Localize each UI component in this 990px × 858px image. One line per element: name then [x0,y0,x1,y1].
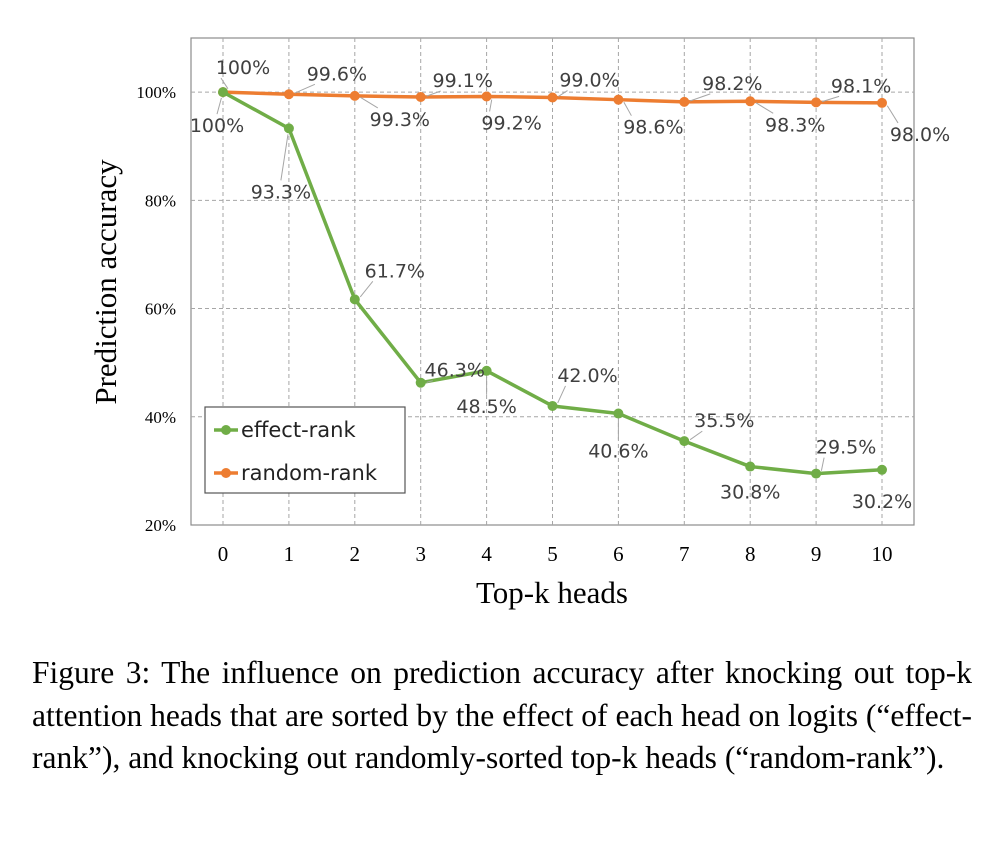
y-tick-label: 20% [145,516,176,535]
data-label-random-rank: 98.3% [765,114,825,136]
leader-line [220,77,229,89]
series-layer [218,87,887,479]
data-label-effect-rank: 61.7% [365,260,425,282]
data-label-random-rank: 98.0% [890,124,950,146]
data-label-effect-rank: 48.5% [456,396,516,418]
data-label-effect-rank: 100% [190,115,244,137]
y-tick-label: 60% [145,300,176,319]
point-random-rank [811,97,822,108]
point-random-rank [877,97,887,108]
leader-line [689,430,703,441]
leader-line [557,385,566,404]
data-label-effect-rank: 40.6% [588,441,648,463]
leader-line [755,102,774,114]
leader-line [426,90,441,97]
leader-line [690,93,711,102]
leader-line [820,457,825,471]
point-random-rank [481,91,492,102]
leader-line [623,101,632,116]
point-random-rank [745,96,756,107]
leader-line [360,97,379,109]
legend-label-effect-rank: effect-rank [241,418,356,442]
x-tick-label: 2 [350,542,361,566]
data-label-random-rank: 99.1% [433,70,493,92]
point-effect-rank [811,468,822,479]
data-label-random-rank: 98.6% [623,117,683,139]
legend-marker-effect-rank [221,425,231,435]
point-random-rank [415,91,426,102]
data-label-random-rank: 99.2% [481,112,541,134]
y-tick-label: 40% [145,408,176,427]
point-random-rank [613,94,624,105]
leader-line [821,95,840,103]
x-axis-ticks: 0 1 2 3 4 5 6 7 8 9 10 [218,542,893,566]
data-label-effect-rank: 29.5% [816,437,876,459]
point-random-rank [283,89,294,100]
y-tick-label: 80% [145,191,176,210]
data-label-effect-rank: 93.3% [251,181,311,203]
leader-line [216,97,222,115]
leader-line [886,105,899,124]
leader-line [489,99,493,112]
leader-line [558,90,568,97]
leader-line [426,380,433,383]
point-random-rank [547,92,558,103]
point-random-rank [349,90,360,101]
data-label-random-rank: 98.1% [831,75,891,97]
data-label-random-rank: 99.3% [370,109,430,131]
x-tick-label: 5 [547,542,558,566]
point-effect-rank [679,436,690,447]
y-tick-label: 100% [136,83,176,102]
point-effect-rank [283,123,294,134]
point-effect-rank [218,87,228,98]
x-tick-label: 8 [745,542,756,566]
figure-caption: Figure 3: The influence on prediction ac… [32,655,972,776]
data-label-random-rank: 99.6% [307,63,367,85]
data-label-effect-rank: 35.5% [694,410,754,432]
x-tick-label: 3 [415,542,426,566]
x-tick-label: 0 [218,542,229,566]
point-effect-rank [415,377,426,388]
legend-marker-random-rank [221,468,231,478]
data-label-random-rank: 98.2% [702,73,762,95]
point-effect-rank [547,400,558,411]
data-label-effect-rank: 42.0% [557,365,617,387]
point-random-rank [679,96,690,107]
leader-line [280,134,289,181]
point-effect-rank [877,464,887,475]
point-effect-rank [745,461,756,472]
data-label-effect-rank: 46.3% [425,360,485,382]
x-tick-label: 10 [872,542,893,566]
x-tick-label: 9 [811,542,822,566]
data-label-random-rank: 100% [216,57,270,79]
legend-label-random-rank: random-rank [241,461,378,485]
legend-box [204,406,406,494]
data-label-effect-rank: 30.8% [720,482,780,504]
data-labels: 100% 93.3% 61.7% 46.3% 48.5% 42.0% 40.6% 35.5% 3… [190,57,950,513]
y-axis-ticks: 20% 40% 60% 80% 100% [136,83,176,535]
x-tick-label: 1 [284,542,295,566]
legend: effect-rank random-rank [204,406,406,494]
x-axis-title: Top-k heads [476,575,628,610]
data-label-effect-rank: 30.2% [852,491,912,513]
x-tick-label: 6 [613,542,624,566]
point-effect-rank [481,365,492,376]
y-axis-title: Prediction accuracy [88,159,123,405]
data-label-random-rank: 99.0% [559,70,619,92]
x-tick-label: 4 [481,542,492,566]
x-tick-label: 7 [679,542,690,566]
point-effect-rank [613,408,624,419]
point-effect-rank [349,294,360,305]
line-chart: 20% 40% 60% 80% 100% 0 1 2 3 4 5 6 7 8 9 10 100% 93.3% 6… [88,37,950,610]
leader-line [294,83,316,94]
leader-line [359,281,374,298]
